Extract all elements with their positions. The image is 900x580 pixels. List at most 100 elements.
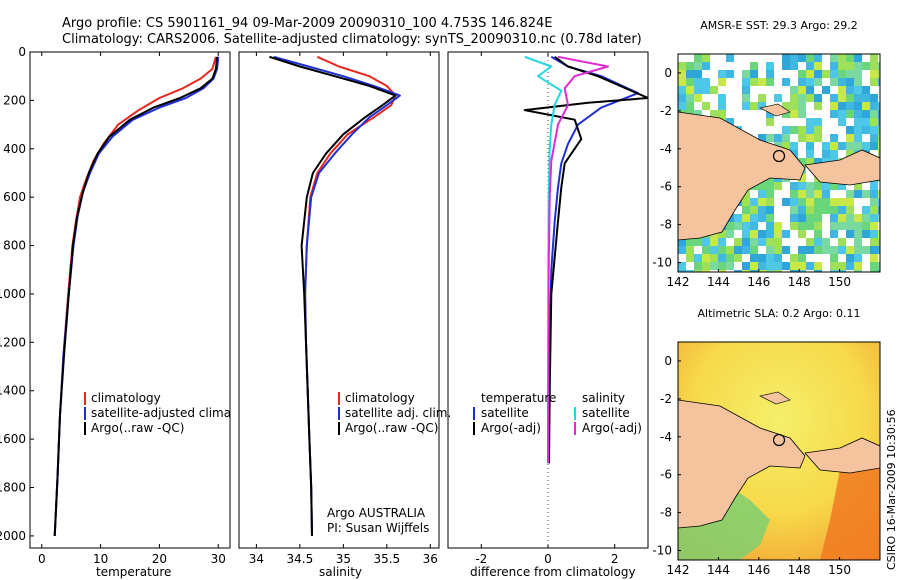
sst-pixel	[862, 118, 870, 126]
sst-pixel	[822, 110, 830, 118]
series-line-salinity-argo-adj-	[547, 55, 609, 464]
sst-pixel	[854, 190, 862, 198]
sst-pixel	[822, 150, 830, 158]
sst-pixel	[694, 254, 702, 262]
sst-pixel	[806, 206, 814, 214]
sst-pixel	[798, 142, 806, 150]
sst-pixel	[822, 102, 830, 110]
sst-pixel	[806, 78, 814, 86]
sst-pixel	[838, 70, 846, 78]
sst-pixel	[870, 182, 878, 190]
sst-pixel	[830, 126, 838, 134]
sst-pixel	[862, 270, 870, 272]
sst-pixel	[822, 222, 830, 230]
sst-pixel	[814, 102, 822, 110]
temperature-ytick-label: 800	[3, 239, 26, 253]
sst-pixel	[694, 70, 702, 78]
sst-pixel	[678, 246, 686, 254]
sst-pixel	[766, 214, 774, 222]
sst-pixel	[862, 214, 870, 222]
difference-xtick-label: 0	[544, 552, 552, 566]
sst-pixel	[718, 262, 726, 270]
sst-pixel	[806, 222, 814, 230]
sst-pixel	[750, 102, 758, 110]
sst-pixel	[750, 70, 758, 78]
island-land	[759, 391, 791, 405]
sst-pixel	[726, 270, 734, 272]
sst-pixel	[830, 118, 838, 126]
sst-pixel	[718, 110, 726, 118]
sst-pixel	[838, 150, 846, 158]
sst-pixel	[798, 78, 806, 86]
sst-pixel	[702, 54, 710, 62]
sst-pixel	[782, 190, 790, 198]
sst-pixel	[870, 86, 878, 94]
temperature-xtick-label: 30	[211, 552, 226, 566]
sst-pixel	[830, 78, 838, 86]
sst-pixel	[878, 254, 880, 262]
sst-pixel	[830, 182, 838, 190]
sst-map-ytick-label: -10	[652, 256, 672, 270]
sst-pixel	[862, 126, 870, 134]
sst-pixel	[830, 206, 838, 214]
sst-pixel	[774, 238, 782, 246]
sst-pixel	[726, 262, 734, 270]
credit-agency: Argo AUSTRALIA	[327, 506, 426, 520]
sst-pixel	[846, 238, 854, 246]
sst-pixel	[838, 214, 846, 222]
sst-pixel	[814, 142, 822, 150]
sla-map-axes	[677, 341, 881, 561]
sst-pixel	[782, 214, 790, 222]
sst-pixel	[814, 110, 822, 118]
sst-pixel	[742, 238, 750, 246]
sst-pixel	[806, 158, 814, 166]
salinity-xtick-label: 34	[249, 552, 264, 566]
sst-pixel	[694, 270, 702, 272]
sst-pixel	[750, 118, 758, 126]
sst-pixel	[766, 134, 774, 142]
sst-pixel	[822, 62, 830, 70]
sst-pixel	[734, 238, 742, 246]
sst-pixel	[814, 94, 822, 102]
sst-pixel	[862, 54, 870, 62]
sst-pixel	[742, 110, 750, 118]
sst-pixel	[870, 206, 878, 214]
island-land	[759, 103, 791, 117]
sst-pixel	[806, 230, 814, 238]
sst-pixel	[814, 134, 822, 142]
sst-pixel	[878, 86, 880, 94]
sst-pixel	[734, 230, 742, 238]
sst-pixel	[766, 126, 774, 134]
sst-pixel	[750, 62, 758, 70]
sst-pixel	[726, 78, 734, 86]
sst-pixel	[718, 270, 726, 272]
sst-pixel	[782, 62, 790, 70]
sst-pixel	[686, 86, 694, 94]
sst-pixel	[774, 62, 782, 70]
legend-label-temp-satellite: satellite	[481, 406, 529, 420]
sst-pixel	[798, 246, 806, 254]
sst-map-ytick-label: -8	[660, 218, 672, 232]
sst-pixel	[846, 118, 854, 126]
sst-pixel	[838, 222, 846, 230]
series-line-argo-raw-qc-	[269, 55, 397, 536]
sst-pixel	[774, 182, 782, 190]
sst-pixel	[798, 270, 806, 272]
sst-pixel	[702, 254, 710, 262]
sst-pixel	[830, 230, 838, 238]
sst-pixel	[718, 246, 726, 254]
sst-pixel	[750, 214, 758, 222]
sst-pixel	[870, 78, 878, 86]
sst-pixel	[782, 206, 790, 214]
sst-pixel	[678, 270, 686, 272]
sst-pixel	[846, 214, 854, 222]
sst-pixel	[710, 94, 718, 102]
sst-pixel	[862, 182, 870, 190]
sst-pixel	[814, 262, 822, 270]
sst-pixel	[878, 62, 880, 70]
sst-pixel	[742, 70, 750, 78]
sst-pixel	[766, 254, 774, 262]
sst-pixel	[734, 214, 742, 222]
sst-pixel	[814, 246, 822, 254]
temperature-ytick-label: 1000	[0, 287, 26, 301]
